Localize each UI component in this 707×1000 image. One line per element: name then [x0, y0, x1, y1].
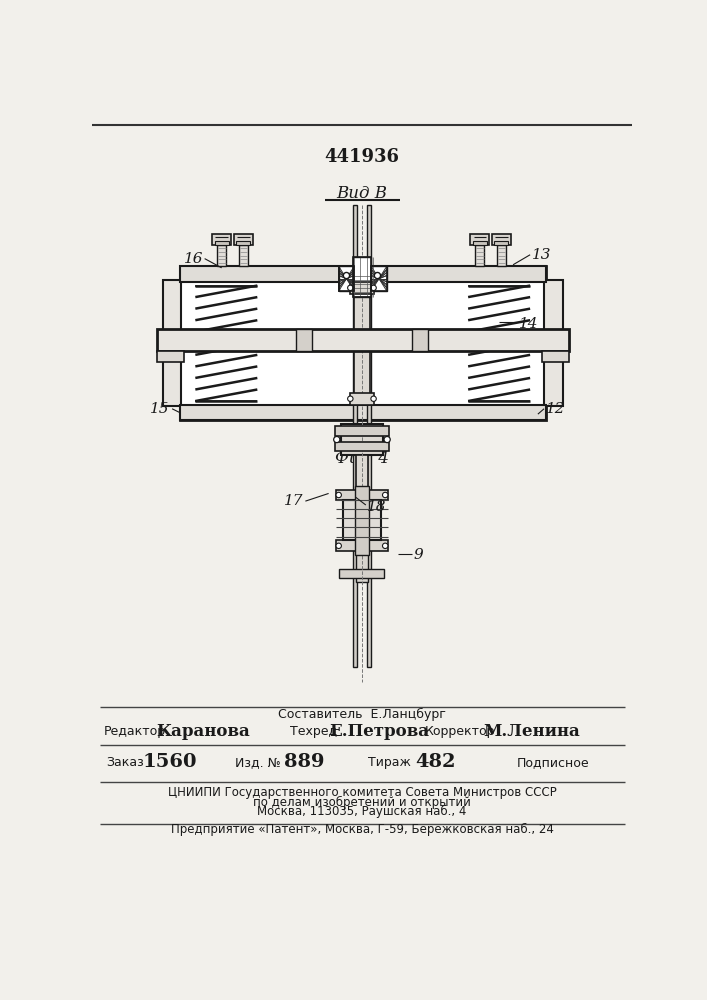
Text: Е.Петрова: Е.Петрова	[329, 723, 429, 740]
Circle shape	[382, 492, 388, 498]
Text: 441936: 441936	[325, 148, 399, 166]
Bar	[353, 257, 371, 297]
Bar	[339, 266, 354, 291]
Text: Заказ: Заказ	[107, 756, 144, 769]
Circle shape	[336, 492, 341, 498]
Text: Подписное: Подписное	[517, 756, 590, 769]
Bar	[335, 426, 389, 436]
Bar	[473, 241, 486, 245]
Bar	[351, 282, 373, 294]
Bar	[336, 540, 388, 551]
Bar	[475, 245, 484, 266]
Bar	[412, 329, 428, 351]
Bar	[339, 266, 385, 291]
Text: Москва, 113035, Раушская наб., 4: Москва, 113035, Раушская наб., 4	[257, 805, 467, 818]
Bar	[217, 245, 226, 266]
Bar	[234, 234, 252, 245]
Circle shape	[344, 272, 349, 279]
Text: 14: 14	[518, 317, 538, 331]
Bar	[470, 234, 489, 245]
Bar	[336, 490, 388, 500]
Circle shape	[382, 543, 388, 549]
Bar	[339, 569, 385, 578]
Bar	[156, 329, 569, 351]
Bar	[356, 551, 368, 582]
Bar	[212, 234, 231, 245]
Text: Фиг. 4: Фиг. 4	[335, 450, 389, 467]
Text: Каранова: Каранова	[156, 723, 250, 740]
Text: 1560: 1560	[143, 753, 197, 771]
Circle shape	[348, 285, 353, 291]
Text: 15: 15	[151, 402, 170, 416]
Text: Вид В: Вид В	[337, 185, 387, 202]
Text: Тираж: Тираж	[368, 756, 411, 769]
Text: 17: 17	[284, 494, 304, 508]
Bar	[343, 500, 381, 540]
Bar	[494, 241, 508, 245]
Bar	[180, 266, 546, 420]
Bar	[356, 455, 368, 490]
Bar	[371, 266, 387, 291]
Text: Редактор: Редактор	[104, 725, 166, 738]
Bar	[156, 351, 184, 362]
Bar	[335, 442, 389, 451]
Circle shape	[336, 543, 341, 549]
Circle shape	[371, 285, 376, 291]
Bar	[351, 393, 373, 405]
Bar	[180, 266, 546, 282]
Text: 889: 889	[284, 753, 324, 771]
Bar	[353, 205, 356, 667]
Text: 12: 12	[546, 402, 565, 416]
Circle shape	[384, 436, 390, 443]
Text: 16: 16	[184, 252, 203, 266]
Circle shape	[348, 396, 353, 401]
Bar	[163, 280, 182, 406]
Text: ЦНИИПИ Государственного комитета Совета Министров СССР: ЦНИИПИ Государственного комитета Совета …	[168, 786, 556, 799]
Text: Корректор: Корректор	[425, 725, 496, 738]
Bar	[368, 205, 371, 667]
Text: 18: 18	[368, 500, 387, 514]
Bar	[341, 424, 383, 455]
Text: 482: 482	[415, 753, 456, 771]
Text: Составитель  Е.Ланцбург: Составитель Е.Ланцбург	[278, 708, 446, 721]
Bar	[215, 241, 228, 245]
Text: 13: 13	[532, 248, 551, 262]
Bar	[180, 405, 546, 420]
Circle shape	[371, 396, 376, 401]
Bar	[544, 280, 563, 406]
Text: по делам изобретений и открытий: по делам изобретений и открытий	[253, 796, 471, 809]
Bar	[497, 245, 506, 266]
Text: Предприятие «Патент», Москва, Г-59, Бережковская наб., 24: Предприятие «Патент», Москва, Г-59, Бере…	[170, 823, 554, 836]
Text: Техред: Техред	[290, 725, 337, 738]
Bar	[296, 329, 312, 351]
Text: 9: 9	[414, 548, 423, 562]
Bar	[239, 245, 248, 266]
Bar	[354, 294, 370, 405]
Text: М.Ленина: М.Ленина	[484, 723, 580, 740]
Text: Изд. №: Изд. №	[235, 756, 280, 769]
Circle shape	[374, 272, 380, 279]
Bar	[492, 234, 510, 245]
Circle shape	[334, 436, 340, 443]
Bar	[371, 266, 387, 291]
Bar	[542, 351, 569, 362]
Bar	[339, 266, 354, 291]
Bar	[236, 241, 250, 245]
Bar	[353, 257, 371, 297]
Bar	[355, 486, 369, 555]
